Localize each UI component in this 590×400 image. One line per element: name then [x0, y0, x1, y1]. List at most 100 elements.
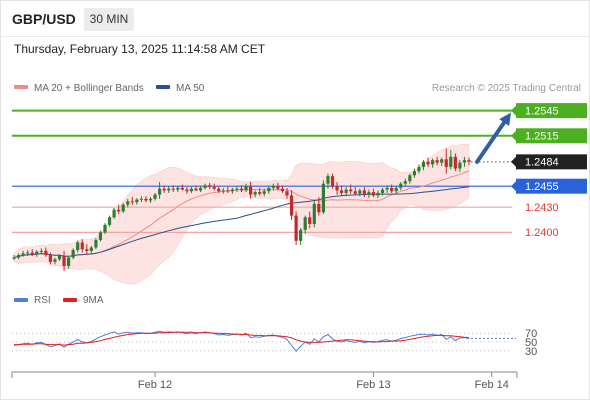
candle-body [431, 160, 435, 165]
candle-body [226, 190, 230, 192]
rsi-ma-line [14, 331, 470, 346]
candle [167, 186, 171, 193]
candle [144, 196, 148, 203]
candle [44, 247, 48, 257]
candle-body [453, 156, 457, 169]
candle-body [312, 203, 316, 224]
candle-body [135, 199, 139, 203]
candle [98, 230, 103, 242]
candle-body [376, 192, 380, 196]
candle-body [308, 217, 312, 224]
candle-body [208, 185, 212, 188]
candle [217, 186, 221, 193]
candle [126, 198, 130, 208]
candle [158, 182, 162, 199]
level-label-box [516, 154, 587, 170]
ma50-legend-label: MA 50 [176, 83, 205, 94]
candle-body [462, 160, 467, 163]
candle [135, 197, 139, 205]
candle [303, 215, 307, 235]
level-label-text: 1.2484 [525, 157, 559, 169]
candle [449, 150, 453, 170]
candle-body [371, 192, 376, 196]
level-label-text: 1.2430 [525, 202, 559, 214]
candle [139, 196, 143, 203]
candle-body [57, 255, 62, 260]
candle-body [267, 187, 271, 192]
candle [148, 197, 153, 203]
candle-body [244, 186, 248, 191]
level-label-text: 1.2515 [525, 131, 559, 143]
candle-body [44, 250, 48, 256]
ma20-legend-swatch [14, 85, 28, 89]
candle-body [194, 188, 198, 191]
candle [198, 186, 203, 193]
bollinger-band-area [13, 143, 470, 285]
candle [280, 185, 285, 193]
candle [67, 255, 71, 269]
candle-body [276, 186, 280, 189]
candle-body [440, 159, 444, 163]
candle-body [16, 255, 21, 258]
candle-body [130, 201, 134, 203]
candle-body [62, 255, 66, 266]
candle [330, 173, 335, 189]
candle [267, 186, 271, 194]
candle-body [176, 187, 180, 190]
candle [176, 186, 180, 193]
candle [253, 190, 257, 198]
candle [226, 187, 230, 193]
candle-body [417, 166, 421, 172]
rsi-legend-swatch [14, 298, 28, 302]
candle-body [144, 198, 148, 201]
level-label-pointer [511, 181, 516, 192]
rsi-ma-legend-label: 9MA [83, 295, 104, 306]
candle-body [340, 190, 344, 193]
candle [349, 184, 353, 194]
candle-body [289, 195, 294, 216]
candle [440, 157, 444, 167]
candle-body [26, 252, 30, 254]
candle-body [344, 189, 348, 193]
candle-body [239, 188, 244, 191]
ma50-legend-swatch [156, 85, 170, 89]
candle [235, 186, 239, 193]
candle-body [408, 175, 412, 182]
candle-body [253, 192, 257, 195]
timeframe-badge[interactable]: 30 MIN [84, 8, 134, 31]
candle [458, 160, 462, 172]
candle [262, 188, 266, 197]
candle [103, 223, 107, 235]
candle-body [262, 191, 266, 194]
candle [431, 158, 435, 168]
candle [48, 252, 52, 265]
candle [335, 182, 339, 195]
candle-body [435, 160, 439, 163]
candle-body [162, 188, 166, 191]
candle-body [367, 192, 371, 195]
ma20-legend-label: MA 20 + Bollinger Bands [34, 83, 144, 94]
level-label-text: 1.2545 [525, 105, 559, 117]
candle [89, 245, 93, 255]
level-label-pointer [511, 156, 516, 167]
candle [340, 185, 344, 196]
rsi-level-label: 50 [525, 337, 537, 349]
candle [117, 204, 121, 214]
candle [308, 211, 312, 229]
candle [203, 183, 207, 190]
candle-body [212, 187, 216, 189]
candle-body [217, 188, 221, 192]
candle [312, 200, 316, 228]
rsi-level-label: 70 [525, 328, 537, 340]
x-axis-label: Feb 12 [138, 379, 172, 391]
candle [321, 180, 325, 214]
candle [21, 250, 25, 257]
candle-body [203, 185, 207, 188]
candle [421, 160, 426, 171]
instrument-title: GBP/USD [12, 11, 76, 27]
candle [85, 244, 89, 255]
candle [26, 250, 30, 256]
candle-body [458, 162, 462, 169]
